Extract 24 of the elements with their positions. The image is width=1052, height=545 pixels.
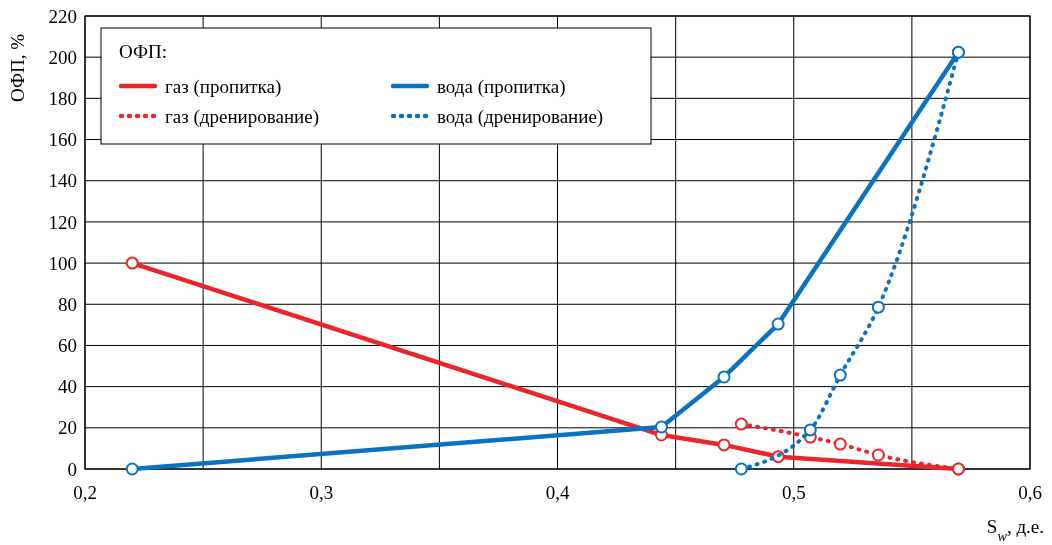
y-tick-label: 140 — [48, 170, 77, 192]
legend-label: газ (пропитка) — [165, 75, 282, 98]
y-tick-label: 180 — [48, 88, 77, 110]
y-tick-label: 200 — [48, 46, 77, 68]
x-tick-label: 0,4 — [545, 482, 570, 503]
x-tick-label: 0,3 — [309, 482, 334, 503]
y-axis-title: ОФП, % — [7, 33, 28, 103]
x-tick-label: 0,2 — [73, 482, 97, 503]
y-tick-label: 120 — [48, 211, 77, 233]
y-tick-label: 60 — [58, 335, 77, 357]
legend-label: газ (дренирование) — [165, 105, 319, 128]
y-tick-label: 20 — [58, 417, 77, 439]
y-tick-label: 160 — [48, 129, 77, 151]
y-tick-label: 80 — [58, 293, 77, 315]
legend-label: вода (дренирование) — [437, 105, 604, 128]
legend-title: ОФП: — [119, 41, 167, 62]
x-tick-label: 0,6 — [1018, 482, 1042, 503]
y-tick-label: 40 — [58, 376, 77, 398]
x-axis-title: S$_{w}$, д.е. — [986, 516, 1044, 544]
y-tick-label: 220 — [48, 5, 77, 27]
y-tick-label: 100 — [48, 252, 77, 274]
y-tick-label: 0 — [67, 458, 77, 480]
x-tick-label: 0,5 — [781, 482, 806, 503]
legend-label: вода (пропитка) — [437, 75, 566, 98]
